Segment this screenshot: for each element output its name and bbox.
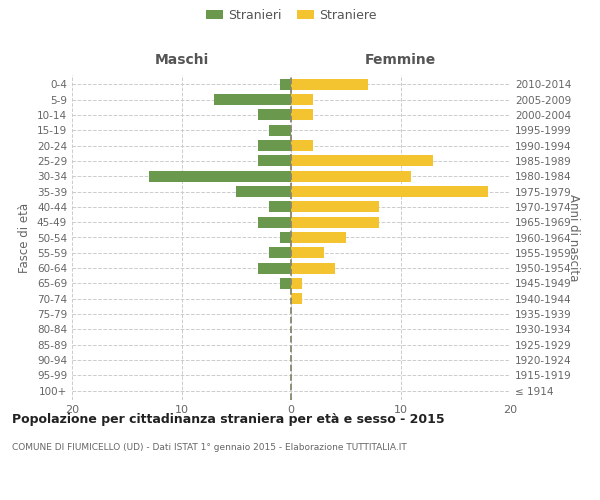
Bar xyxy=(291,262,335,274)
Bar xyxy=(291,278,302,289)
Bar xyxy=(291,94,313,105)
Bar xyxy=(291,216,379,228)
Bar xyxy=(258,262,291,274)
Bar xyxy=(269,124,291,136)
Bar xyxy=(291,248,324,258)
Text: COMUNE DI FIUMICELLO (UD) - Dati ISTAT 1° gennaio 2015 - Elaborazione TUTTITALIA: COMUNE DI FIUMICELLO (UD) - Dati ISTAT 1… xyxy=(12,442,407,452)
Bar xyxy=(269,202,291,212)
Bar xyxy=(269,248,291,258)
Bar xyxy=(291,232,346,243)
Bar xyxy=(291,186,488,197)
Text: Maschi: Maschi xyxy=(154,54,209,68)
Bar xyxy=(291,156,433,166)
Bar xyxy=(214,94,291,105)
Bar xyxy=(258,216,291,228)
Bar xyxy=(258,140,291,151)
Text: Popolazione per cittadinanza straniera per età e sesso - 2015: Popolazione per cittadinanza straniera p… xyxy=(12,412,445,426)
Bar xyxy=(258,156,291,166)
Bar xyxy=(291,140,313,151)
Bar xyxy=(291,294,302,304)
Bar xyxy=(280,232,291,243)
Y-axis label: Fasce di età: Fasce di età xyxy=(19,202,31,272)
Text: Femmine: Femmine xyxy=(365,54,436,68)
Legend: Stranieri, Straniere: Stranieri, Straniere xyxy=(205,8,377,22)
Bar xyxy=(258,110,291,120)
Bar xyxy=(236,186,291,197)
Bar xyxy=(291,170,412,181)
Bar xyxy=(291,110,313,120)
Bar xyxy=(280,78,291,90)
Bar xyxy=(291,78,368,90)
Bar xyxy=(280,278,291,289)
Bar xyxy=(149,170,291,181)
Bar xyxy=(291,202,379,212)
Y-axis label: Anni di nascita: Anni di nascita xyxy=(567,194,580,281)
